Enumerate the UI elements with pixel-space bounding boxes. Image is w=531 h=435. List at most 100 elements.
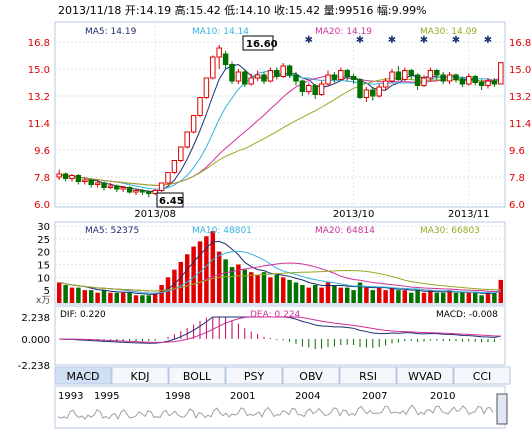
timeline-year: 1995 bbox=[94, 391, 119, 402]
volume-bar bbox=[364, 287, 369, 303]
tab-label[interactable]: MACD bbox=[67, 370, 100, 383]
tab-cci[interactable]: CCI bbox=[453, 366, 511, 385]
candle-body bbox=[370, 89, 376, 97]
volume-bar bbox=[312, 285, 318, 303]
macd-yaxis: 2.238 0.000 -2.238 bbox=[18, 313, 50, 372]
volume-bar bbox=[338, 287, 344, 303]
price-ytick-right: 9.6 bbox=[509, 146, 525, 157]
candle-body bbox=[478, 82, 485, 86]
candle-body bbox=[56, 173, 62, 178]
candles bbox=[56, 45, 504, 198]
candle-body bbox=[242, 71, 248, 85]
candle-body bbox=[114, 185, 120, 190]
timeline-handle[interactable] bbox=[496, 393, 508, 425]
macd-dif: DIF: 0.220 bbox=[60, 310, 106, 320]
price-yaxis-right: 16.8 15.0 13.2 11.4 9.6 7.8 6.0 bbox=[509, 38, 531, 211]
candle-body bbox=[107, 185, 114, 188]
tab-boll[interactable]: BOLL bbox=[168, 366, 226, 385]
volume-bar bbox=[127, 292, 132, 303]
tab-background[interactable] bbox=[54, 366, 112, 385]
volume-ytick: 20 bbox=[37, 248, 50, 259]
volume-bar bbox=[492, 292, 497, 303]
candle-body bbox=[69, 175, 75, 179]
tab-background[interactable] bbox=[339, 366, 397, 385]
candle-body bbox=[299, 80, 306, 92]
tab-obv[interactable]: OBV bbox=[282, 366, 340, 385]
price-ytick-right: 16.8 bbox=[509, 38, 531, 49]
tab-psy[interactable]: PSY bbox=[225, 366, 283, 385]
indicator-tabs[interactable]: MACD KDJ BOLL PSY OBV RSI WVAD CCI bbox=[54, 366, 511, 385]
ma-lines bbox=[59, 63, 501, 193]
candle-body bbox=[414, 74, 421, 86]
tab-label[interactable]: RSI bbox=[359, 370, 377, 383]
candle-body bbox=[165, 172, 171, 184]
volume-bar bbox=[344, 287, 350, 303]
tab-background[interactable] bbox=[396, 366, 454, 385]
tab-label[interactable]: KDJ bbox=[131, 370, 150, 383]
high-label: 16.60 bbox=[246, 39, 278, 50]
candle-body bbox=[146, 191, 152, 194]
tab-label[interactable]: BOLL bbox=[183, 370, 212, 383]
candle-body bbox=[318, 83, 325, 95]
quote-header: 2013/11/18 开:14.19 高:15.42 低:14.10 收:15.… bbox=[58, 3, 427, 17]
volume-bar bbox=[152, 292, 158, 303]
tab-label[interactable]: OBV bbox=[299, 370, 323, 383]
price-legend-ma5: MA5: 14.19 bbox=[85, 27, 137, 37]
timeline-navigator[interactable] bbox=[54, 385, 506, 429]
volume-bar bbox=[248, 272, 254, 303]
timeline-price-line bbox=[57, 404, 494, 421]
tab-label[interactable]: CCI bbox=[473, 370, 492, 383]
event-marker-icon: ✱ bbox=[305, 35, 313, 46]
tab-background[interactable] bbox=[225, 366, 283, 385]
price-ytick-right: 11.4 bbox=[509, 119, 531, 130]
candle-body bbox=[197, 97, 203, 116]
candle-body bbox=[184, 131, 190, 148]
volume-bar bbox=[428, 290, 433, 303]
candle-body bbox=[466, 76, 472, 85]
volume-bar bbox=[389, 287, 395, 303]
price-ytick-left: 16.8 bbox=[28, 38, 50, 49]
tab-background[interactable] bbox=[168, 366, 226, 385]
tab-macd[interactable]: MACD bbox=[54, 366, 112, 385]
timeline-year: 2007 bbox=[362, 391, 387, 402]
volume-ma5-line bbox=[59, 240, 501, 295]
event-marker-icon: ✱ bbox=[420, 35, 428, 46]
tab-background[interactable] bbox=[282, 366, 340, 385]
candle-body bbox=[331, 74, 338, 80]
volume-bar bbox=[56, 282, 62, 303]
tab-label[interactable]: PSY bbox=[244, 370, 265, 383]
volume-bar bbox=[434, 292, 440, 303]
candle-body bbox=[293, 74, 299, 82]
volume-bar bbox=[133, 295, 139, 303]
price-ytick-right: 15.0 bbox=[509, 65, 531, 76]
candle-body bbox=[248, 77, 254, 85]
candle-body bbox=[491, 80, 498, 85]
tab-background[interactable] bbox=[453, 366, 511, 385]
tab-kdj[interactable]: KDJ bbox=[111, 366, 169, 385]
candle-body bbox=[94, 182, 101, 185]
candle-body bbox=[395, 71, 402, 80]
candle-body bbox=[350, 76, 357, 80]
volume-bar bbox=[274, 274, 280, 303]
tab-label[interactable]: WVAD bbox=[408, 370, 442, 383]
candle-body bbox=[254, 74, 261, 79]
tab-rsi[interactable]: RSI bbox=[339, 366, 397, 385]
candle-body bbox=[325, 74, 331, 85]
event-markers[interactable]: ✱ ✱ ✱ ✱ ✱ ✱ bbox=[305, 35, 493, 46]
volume-legend: MA5: 52375 MA10: 48801 MA20: 64814 MA30: 66… bbox=[85, 226, 480, 236]
timeline-year: 2004 bbox=[295, 391, 320, 402]
event-marker-icon: ✱ bbox=[484, 35, 492, 46]
candle-body bbox=[357, 79, 363, 98]
volume-bar bbox=[402, 290, 408, 303]
ma30-line bbox=[59, 77, 501, 186]
volume-bar bbox=[242, 269, 248, 303]
candle-body bbox=[75, 175, 82, 182]
price-xtick: 2013/10 bbox=[333, 209, 375, 220]
volume-bar bbox=[108, 292, 113, 303]
tab-background[interactable] bbox=[111, 366, 169, 385]
dea-line bbox=[59, 316, 501, 343]
timeline-year: 2010 bbox=[430, 391, 455, 402]
volume-bar bbox=[370, 290, 376, 303]
price-xtick: 2013/08 bbox=[134, 209, 176, 220]
tab-wvad[interactable]: WVAD bbox=[396, 366, 454, 385]
